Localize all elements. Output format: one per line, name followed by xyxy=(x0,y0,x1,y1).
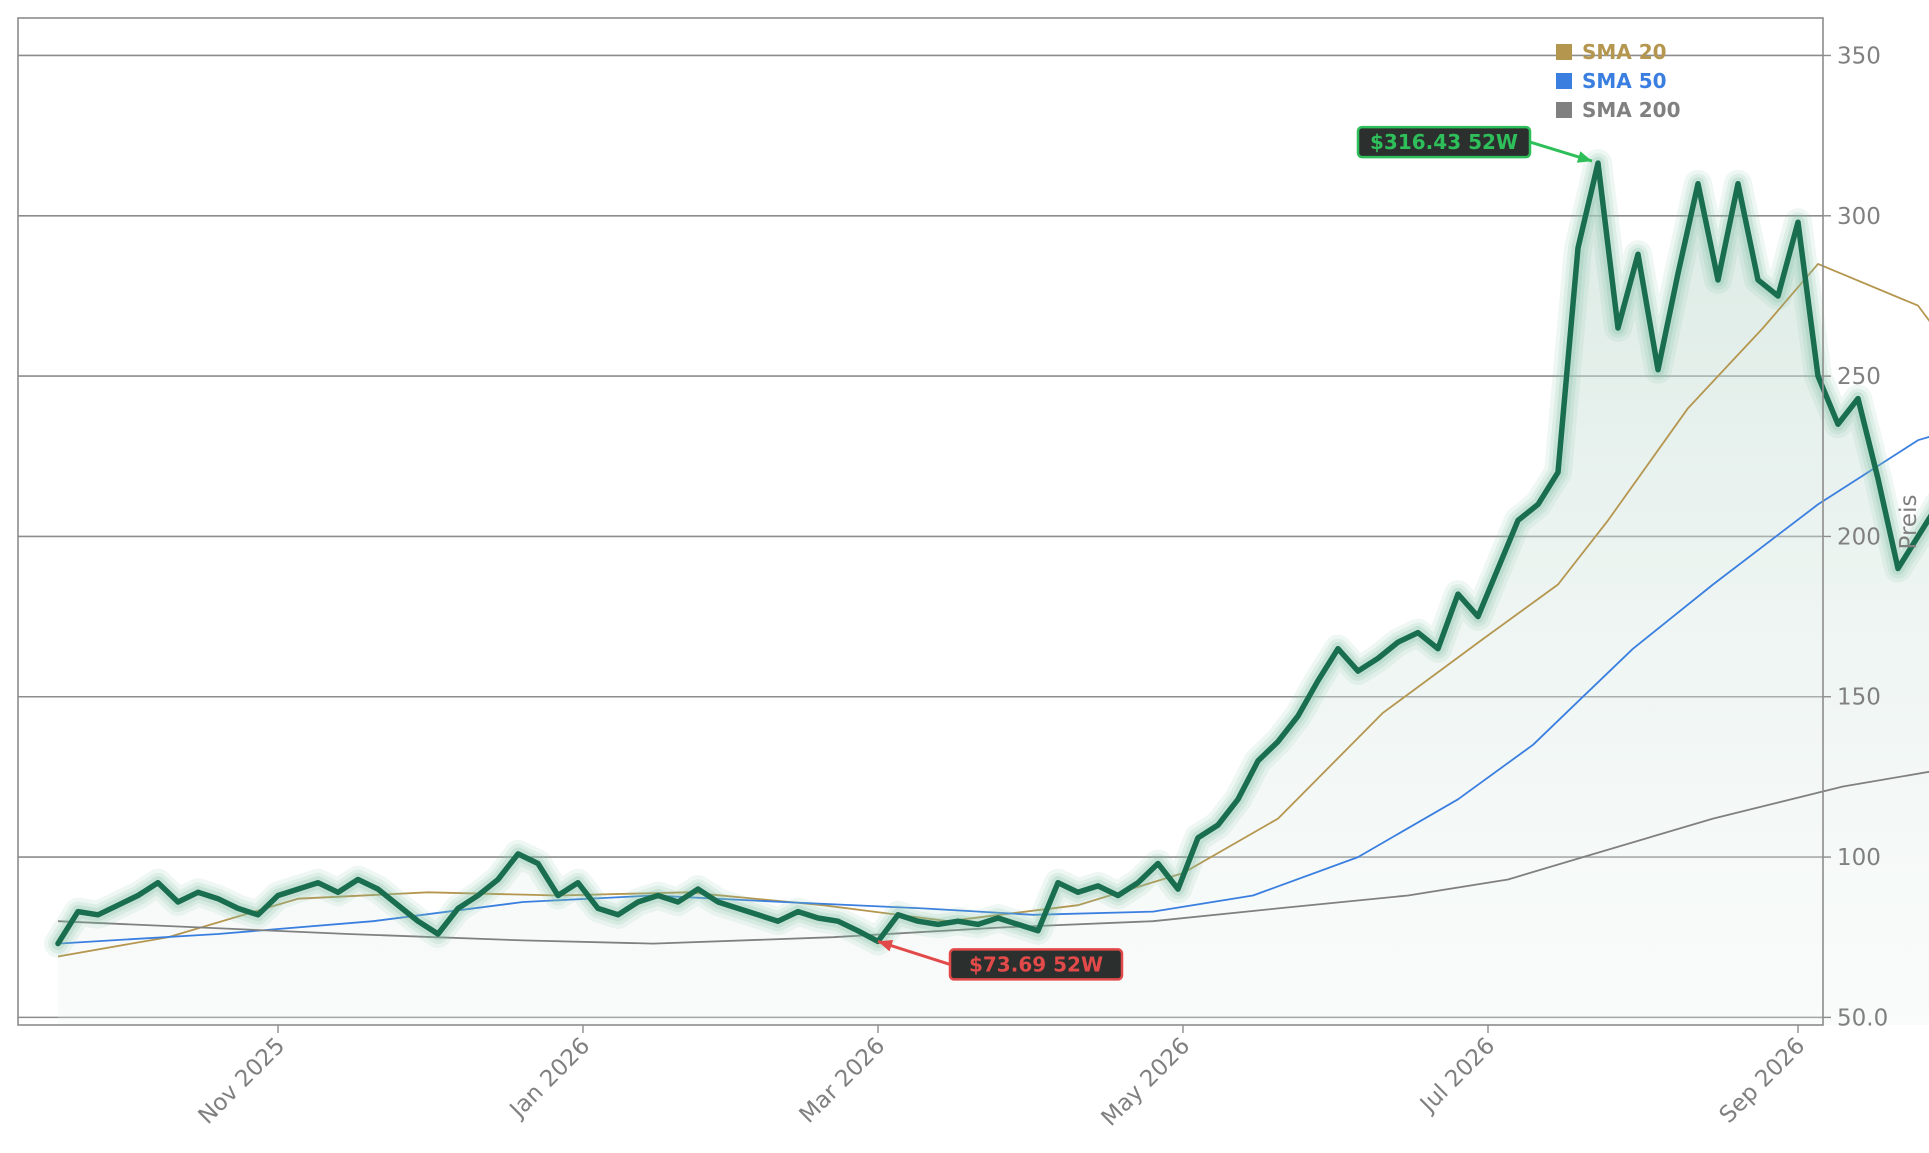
legend-label: SMA 20 xyxy=(1582,40,1667,64)
legend-swatch xyxy=(1556,102,1572,118)
low-label-box xyxy=(948,948,1124,981)
sma-200-line xyxy=(57,770,1929,945)
x-tick-label: May 2026 xyxy=(1097,1033,1196,1132)
plot-border xyxy=(17,17,1824,1026)
y-tick-label: 300 xyxy=(1837,204,1881,230)
y-tick-label: 250 xyxy=(1837,364,1881,390)
y-tick-label: 50.0 xyxy=(1837,1005,1888,1031)
x-tick-label: Jan 2026 xyxy=(504,1033,595,1124)
legend-swatch xyxy=(1556,44,1572,60)
annotations: $316.43 52W $73.69 52W xyxy=(877,125,1593,981)
price-area xyxy=(58,163,1929,1025)
high-label: $316.43 52W xyxy=(1370,130,1518,154)
x-tick-label: Sep 2026 xyxy=(1715,1033,1811,1129)
legend-label: SMA 200 xyxy=(1582,98,1681,122)
arrow-head-icon xyxy=(878,939,894,952)
price-line xyxy=(44,149,1929,958)
price-area-fill xyxy=(58,163,1929,1025)
grid xyxy=(18,54,1823,1019)
y-tick-label: 100 xyxy=(1837,845,1881,871)
legend-item-sma-20: SMA 20 xyxy=(1556,40,1667,64)
high-label-box xyxy=(1356,125,1532,159)
low-label: $73.69 52W xyxy=(969,952,1103,976)
legend-label: SMA 50 xyxy=(1582,69,1667,93)
x-tick-label: Jul 2026 xyxy=(1414,1033,1500,1119)
sma-50-line xyxy=(57,435,1929,945)
plot-frame xyxy=(17,17,1824,1026)
y-axis-title: Preis xyxy=(1896,495,1922,550)
x-tick-label: Nov 2025 xyxy=(194,1033,291,1130)
x-tick-label: Mar 2026 xyxy=(795,1033,891,1129)
y-tick-label: 200 xyxy=(1837,524,1881,550)
legend: SMA 20 SMA 50 SMA 200 xyxy=(1556,40,1681,122)
legend-item-sma-200: SMA 200 xyxy=(1556,98,1681,122)
y-tick-label: 350 xyxy=(1837,43,1881,69)
legend-swatch xyxy=(1556,73,1572,89)
y-tick-label: 150 xyxy=(1837,685,1881,711)
legend-item-sma-50: SMA 50 xyxy=(1556,69,1667,93)
arrow-head-icon xyxy=(1576,151,1592,163)
price-series-line xyxy=(55,160,1929,947)
